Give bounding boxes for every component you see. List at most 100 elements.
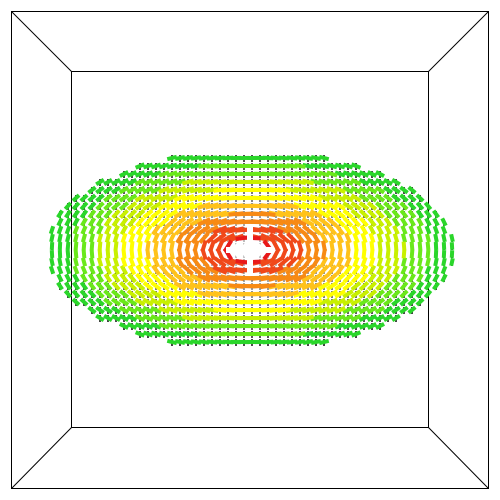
vector-glyph xyxy=(432,273,440,283)
vector-glyph xyxy=(206,331,218,337)
vector-glyph xyxy=(276,273,292,283)
vector-glyph xyxy=(407,185,417,195)
vector-glyph xyxy=(150,272,162,284)
vector-glyph xyxy=(399,273,409,283)
vector-glyph xyxy=(110,201,122,211)
vector-glyph xyxy=(189,217,203,227)
vector-glyph xyxy=(190,163,202,169)
vector-glyph xyxy=(382,193,394,203)
vector-glyph xyxy=(286,155,298,161)
vector-glyph xyxy=(311,232,321,244)
vector-glyph xyxy=(118,314,130,322)
vector-glyph xyxy=(118,170,130,178)
vector-glyph xyxy=(385,241,391,251)
vector-glyph xyxy=(174,264,186,276)
vector-glyph xyxy=(190,232,202,244)
vector-glyph xyxy=(301,224,315,236)
vector-glyph xyxy=(335,264,345,276)
vector-glyph xyxy=(384,232,392,244)
vector-glyph xyxy=(359,264,369,276)
vector-glyph xyxy=(408,257,416,267)
vector-glyph xyxy=(126,289,138,299)
vector-glyph xyxy=(137,240,143,252)
vector-glyph xyxy=(302,330,314,338)
vector-glyph xyxy=(326,314,338,322)
vector-glyph xyxy=(136,232,144,244)
vector-glyph xyxy=(383,216,393,228)
vector-glyph xyxy=(302,232,314,244)
vector-glyph xyxy=(56,273,64,283)
vector-glyph xyxy=(175,256,185,268)
vector-glyph xyxy=(63,289,73,299)
vector-glyph xyxy=(206,163,218,169)
vector-glyph xyxy=(173,297,187,307)
vector-glyph xyxy=(103,281,113,291)
vector-glyph xyxy=(424,273,432,283)
vector-glyph xyxy=(65,257,71,267)
vector-glyph xyxy=(366,280,378,292)
vector-glyph xyxy=(142,272,154,284)
vector-glyph xyxy=(214,155,226,161)
vector-glyph xyxy=(151,264,161,276)
vector-glyph xyxy=(292,209,308,219)
vector-glyph xyxy=(134,297,146,307)
vector-glyph xyxy=(79,193,89,203)
vector-glyph xyxy=(279,247,289,261)
vector-glyph xyxy=(317,314,331,322)
vector-glyph xyxy=(358,297,370,307)
vector-glyph xyxy=(181,194,195,202)
vector-glyph xyxy=(196,202,212,210)
vector-glyph xyxy=(369,240,375,252)
vector-glyph xyxy=(64,281,72,291)
vector-glyph xyxy=(150,170,162,178)
vector-glyph xyxy=(153,248,159,260)
vector-glyph xyxy=(400,265,408,275)
vector-glyph xyxy=(321,248,327,260)
vector-glyph xyxy=(153,240,159,252)
vector-glyph xyxy=(166,314,178,322)
vector-glyph xyxy=(326,330,338,338)
vector-glyph xyxy=(382,313,394,323)
vector-glyph xyxy=(49,257,55,267)
vector-glyph xyxy=(277,232,291,244)
vector-glyph xyxy=(95,201,105,211)
vector-glyph xyxy=(158,209,170,219)
vector-glyph xyxy=(197,264,211,276)
vector-glyph xyxy=(113,249,119,259)
vector-glyph xyxy=(433,257,439,267)
vector-glyph xyxy=(80,273,88,283)
vector-glyph xyxy=(359,272,369,284)
vector-glyph xyxy=(400,257,408,267)
vector-glyph xyxy=(110,289,122,299)
vector-glyph xyxy=(304,248,312,260)
vector-glyph xyxy=(360,232,368,244)
vector-glyph xyxy=(134,170,146,178)
vector-glyph xyxy=(317,216,331,228)
vector-glyph xyxy=(204,209,220,219)
vector-glyph xyxy=(142,330,154,338)
vector-glyph xyxy=(161,240,167,252)
vector-glyph xyxy=(189,209,203,219)
vector-glyph xyxy=(334,289,346,299)
vector-glyph xyxy=(142,208,154,220)
vector-glyph xyxy=(120,256,128,268)
vector-glyph xyxy=(166,224,178,236)
vector-glyph xyxy=(270,339,282,345)
vector-glyph xyxy=(449,257,455,267)
vector-glyph xyxy=(134,193,146,203)
vector-glyph xyxy=(169,248,175,260)
vector-glyph xyxy=(342,272,354,284)
vector-glyph xyxy=(118,305,130,315)
vector-glyph xyxy=(134,185,146,195)
vector-glyph xyxy=(173,186,187,194)
vector-glyph xyxy=(184,248,192,260)
vector-glyph xyxy=(342,330,354,338)
vector-glyph xyxy=(158,185,170,195)
vector-glyph xyxy=(118,201,130,211)
vector-glyph xyxy=(79,209,89,219)
vector-glyph xyxy=(268,265,284,275)
vector-glyph xyxy=(166,154,178,162)
vector-glyph xyxy=(321,240,327,252)
